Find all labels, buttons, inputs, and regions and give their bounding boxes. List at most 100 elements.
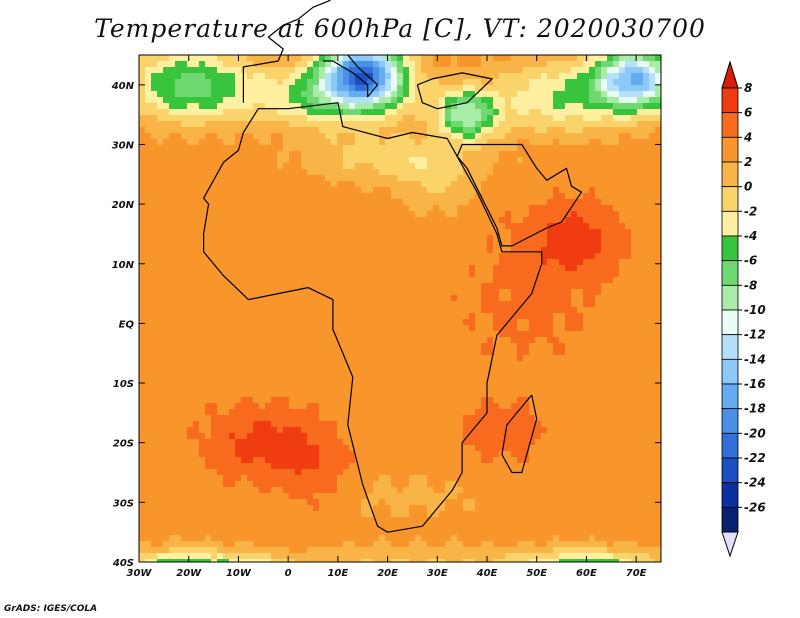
- field-cell: [289, 223, 296, 230]
- field-cell: [529, 391, 536, 398]
- field-cell: [283, 223, 290, 230]
- field-cell: [187, 271, 194, 278]
- field-cell: [199, 115, 206, 122]
- field-cell: [421, 145, 428, 152]
- field-cell: [637, 283, 644, 290]
- field-cell: [337, 73, 344, 80]
- field-cell: [331, 271, 338, 278]
- field-cell: [193, 175, 200, 182]
- field-cell: [319, 271, 326, 278]
- field-cell: [601, 133, 608, 140]
- field-cell: [529, 253, 536, 260]
- field-cell: [469, 349, 476, 356]
- field-cell: [277, 199, 284, 206]
- field-cell: [601, 391, 608, 398]
- field-cell: [463, 139, 470, 146]
- field-cell: [487, 79, 494, 86]
- field-cell: [631, 295, 638, 302]
- field-cell: [325, 121, 332, 128]
- field-cell: [163, 145, 170, 152]
- field-cell: [547, 295, 554, 302]
- field-cell: [439, 151, 446, 158]
- field-cell: [181, 187, 188, 194]
- field-cell: [397, 229, 404, 236]
- field-cell: [175, 169, 182, 176]
- field-cell: [427, 205, 434, 212]
- field-cell: [505, 373, 512, 380]
- field-cell: [331, 247, 338, 254]
- field-cell: [505, 133, 512, 140]
- field-cell: [379, 391, 386, 398]
- field-cell: [487, 289, 494, 296]
- field-cell: [271, 193, 278, 200]
- field-cell: [265, 193, 272, 200]
- field-cell: [379, 157, 386, 164]
- field-cell: [601, 73, 608, 80]
- field-cell: [589, 271, 596, 278]
- field-cell: [505, 337, 512, 344]
- field-cell: [583, 139, 590, 146]
- field-cell: [145, 193, 152, 200]
- field-cell: [373, 145, 380, 152]
- field-cell: [517, 127, 524, 134]
- field-cell: [571, 115, 578, 122]
- field-cell: [139, 271, 146, 278]
- field-cell: [409, 85, 416, 92]
- field-cell: [619, 127, 626, 134]
- field-cell: [463, 79, 470, 86]
- field-cell: [589, 277, 596, 284]
- field-cell: [643, 205, 650, 212]
- field-cell: [415, 373, 422, 380]
- field-cell: [631, 133, 638, 140]
- field-cell: [451, 139, 458, 146]
- field-cell: [607, 277, 614, 284]
- field-cell: [625, 181, 632, 188]
- field-cell: [571, 259, 578, 266]
- field-cell: [247, 79, 254, 86]
- field-cell: [337, 163, 344, 170]
- field-cell: [283, 373, 290, 380]
- field-cell: [391, 319, 398, 326]
- field-cell: [427, 73, 434, 80]
- field-cell: [163, 343, 170, 350]
- field-cell: [325, 139, 332, 146]
- field-cell: [247, 205, 254, 212]
- field-cell: [655, 307, 662, 314]
- field-cell: [307, 217, 314, 224]
- field-cell: [217, 181, 224, 188]
- field-cell: [157, 67, 164, 74]
- field-cell: [529, 91, 536, 98]
- field-cell: [409, 223, 416, 230]
- field-cell: [397, 103, 404, 110]
- field-cell: [319, 85, 326, 92]
- field-cell: [571, 73, 578, 80]
- field-cell: [421, 211, 428, 218]
- field-cell: [205, 265, 212, 272]
- field-cell: [427, 217, 434, 224]
- field-cell: [163, 319, 170, 326]
- field-cell: [379, 265, 386, 272]
- field-cell: [439, 301, 446, 308]
- field-cell: [265, 103, 272, 110]
- field-cell: [271, 133, 278, 140]
- field-cell: [349, 103, 356, 110]
- field-cell: [259, 181, 266, 188]
- field-cell: [313, 247, 320, 254]
- field-cell: [313, 235, 320, 242]
- field-cell: [415, 67, 422, 74]
- field-cell: [577, 61, 584, 68]
- field-cell: [211, 115, 218, 122]
- field-cell: [337, 295, 344, 302]
- field-cell: [547, 301, 554, 308]
- field-cell: [607, 181, 614, 188]
- field-cell: [613, 97, 620, 104]
- field-cell: [223, 127, 230, 134]
- field-cell: [343, 265, 350, 272]
- field-cell: [229, 61, 236, 68]
- field-cell: [151, 265, 158, 272]
- field-cell: [283, 163, 290, 170]
- field-cell: [619, 205, 626, 212]
- field-cell: [157, 145, 164, 152]
- field-cell: [481, 91, 488, 98]
- field-cell: [595, 385, 602, 392]
